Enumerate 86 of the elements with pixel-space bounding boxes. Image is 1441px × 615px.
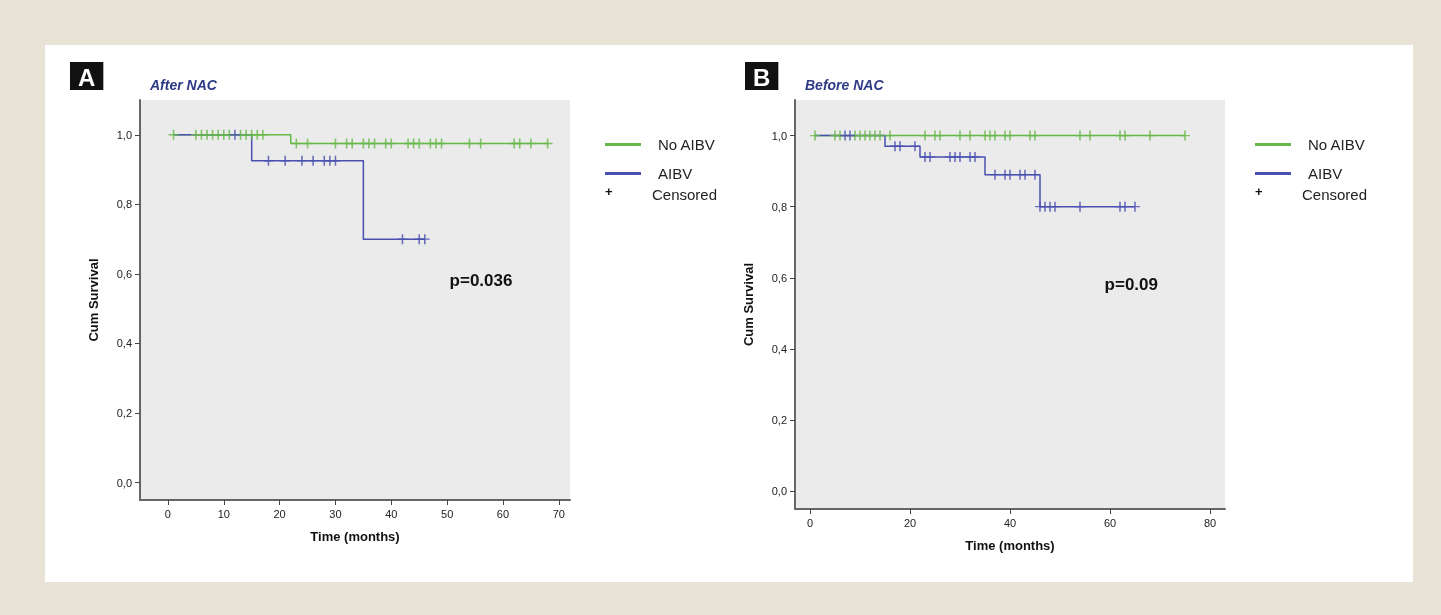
point: [257, 129, 268, 140]
y-tick-label: 0,8: [771, 200, 787, 213]
point: [525, 138, 536, 149]
text: A: [78, 63, 96, 91]
y-tick-label: 1,0: [771, 129, 787, 142]
y-axis-title: Cum Survival: [741, 262, 756, 347]
point: [308, 155, 319, 166]
x-tick-label: 40: [385, 507, 398, 520]
point: [885, 130, 895, 141]
point: [845, 130, 855, 141]
point: [1050, 201, 1060, 212]
x-tick-label: 10: [217, 507, 230, 520]
y-axis-title: Cum Survival: [86, 258, 101, 342]
point: [1030, 169, 1040, 180]
x-tick-label: 50: [441, 507, 454, 520]
legend-label: No AIBV: [1308, 136, 1365, 153]
point: [1145, 130, 1155, 141]
x-axis-title: Time (months): [310, 529, 400, 544]
x-tick-label: 60: [496, 507, 510, 520]
x-tick-label: 0: [806, 516, 814, 529]
point: [397, 234, 408, 245]
text: B: [753, 63, 771, 91]
text: +: [605, 184, 613, 199]
x-axis-title: Time (months): [965, 538, 1055, 553]
x-tick-label: 40: [1003, 516, 1017, 529]
point: [955, 151, 965, 162]
legend-label: AIBV: [658, 165, 693, 182]
point: [935, 130, 945, 141]
point: [875, 130, 885, 141]
point: [1120, 130, 1130, 141]
point: [1085, 130, 1095, 141]
point: [330, 155, 341, 166]
text: +: [1255, 184, 1263, 199]
point: [1180, 130, 1190, 141]
y-tick-label: 1,0: [116, 128, 132, 141]
y-tick-label: 0,2: [771, 414, 787, 427]
point: [280, 155, 291, 166]
y-tick-label: 0,4: [116, 337, 132, 350]
point: [514, 138, 525, 149]
point: [1075, 201, 1085, 212]
point: [1130, 201, 1140, 212]
point: [990, 169, 1000, 180]
point: [925, 151, 935, 162]
point: [296, 155, 307, 166]
x-tick-label: 0: [164, 507, 171, 520]
legend-label: AIBV: [1308, 165, 1343, 182]
point: [990, 130, 1000, 141]
point: [920, 130, 930, 141]
point: [910, 141, 920, 152]
y-tick-label: 0,8: [116, 198, 132, 211]
point: [414, 138, 425, 149]
x-tick-label: 70: [552, 507, 565, 520]
x-tick-label: 20: [273, 507, 286, 520]
point: [386, 138, 397, 149]
point: [229, 129, 240, 140]
text: Censored: [652, 186, 718, 203]
point: [1005, 169, 1015, 180]
y-tick-label: 0,2: [116, 407, 132, 420]
y-tick-label: 0,4: [771, 342, 787, 355]
point: [970, 151, 980, 162]
point: [810, 130, 820, 141]
x-tick-label: 20: [903, 516, 917, 529]
point: [1120, 201, 1130, 212]
y-tick-label: 0,0: [116, 476, 132, 489]
point: [955, 130, 965, 141]
point: [965, 130, 975, 141]
annotation: p=0.09: [1104, 274, 1159, 294]
point: [347, 138, 358, 149]
point: [1020, 169, 1030, 180]
y-tick-label: 0,6: [771, 271, 787, 284]
point: [1005, 130, 1015, 141]
point: [1075, 130, 1085, 141]
point: [895, 141, 905, 152]
text: Censored: [1302, 186, 1368, 203]
y-tick-label: 0,6: [116, 267, 132, 280]
x-tick-label: 60: [1103, 516, 1117, 529]
point: [1030, 130, 1040, 141]
x-tick-label: 80: [1203, 516, 1217, 529]
annotation: p=0.036: [449, 271, 513, 290]
point: [419, 234, 430, 245]
legend-label: No AIBV: [658, 136, 715, 153]
chart-title: After NAC: [149, 77, 218, 93]
chart-title: Before NAC: [805, 77, 885, 93]
y-tick-label: 0,0: [771, 485, 787, 498]
x-tick-label: 30: [329, 507, 342, 520]
point: [263, 155, 274, 166]
